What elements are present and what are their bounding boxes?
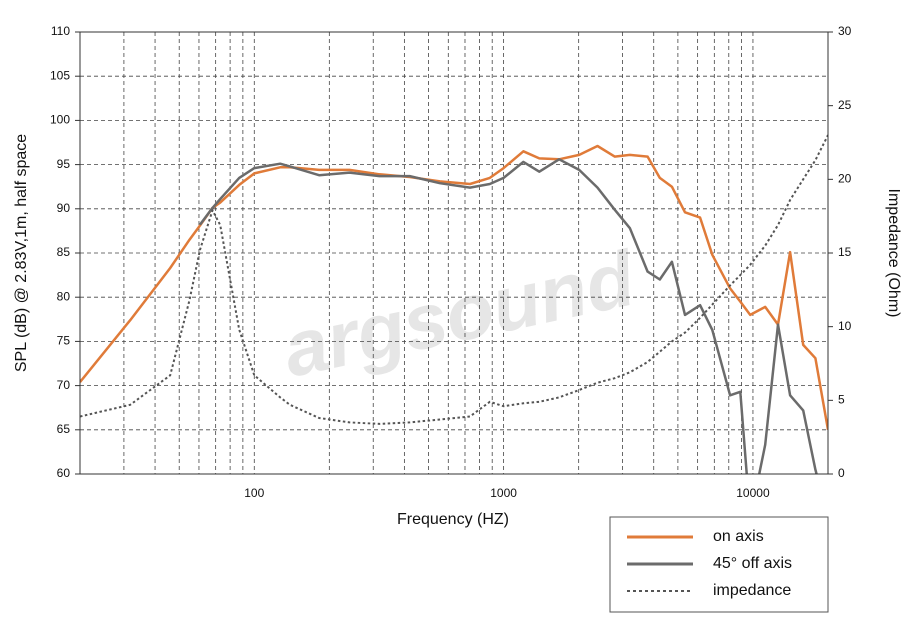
x-axis-title: Frequency (HZ) — [397, 511, 509, 528]
series-line — [198, 158, 818, 474]
legend-label: impedance — [713, 582, 791, 599]
y-tick-label: 100 — [50, 113, 70, 127]
y2-tick-label: 0 — [838, 466, 845, 480]
x-tick-label: 10000 — [736, 486, 770, 500]
legend-label: on axis — [713, 528, 764, 545]
y-tick-label: 80 — [57, 289, 71, 303]
y-tick-label: 70 — [57, 378, 71, 392]
y-tick-label: 60 — [57, 466, 71, 480]
plot-frame — [79, 31, 829, 475]
y-tick-label: 105 — [50, 68, 70, 82]
y2-tick-label: 10 — [838, 319, 852, 333]
series-line — [80, 134, 828, 425]
series-line — [80, 144, 828, 431]
y2-tick-label: 20 — [838, 172, 852, 186]
y-tick-label: 85 — [57, 245, 71, 259]
watermark: argsound — [276, 233, 643, 393]
y-tick-label: 75 — [57, 334, 71, 348]
y-tick-label: 95 — [57, 157, 71, 171]
y-tick-label: 110 — [51, 24, 70, 38]
y2-tick-label: 5 — [838, 393, 845, 407]
y2-axis-title: Impedance (Ohm) — [885, 189, 902, 318]
y2-tick-label: 25 — [838, 98, 852, 112]
y-tick-label: 65 — [57, 422, 71, 436]
y-tick-label: 90 — [57, 201, 71, 215]
x-tick-label: 1000 — [490, 486, 517, 500]
x-tick-label: 100 — [244, 486, 264, 500]
legend-label: 45° off axis — [713, 555, 792, 572]
y2-tick-label: 15 — [838, 245, 852, 259]
y-axis-title: SPL (dB) @ 2.83V,1m, half space — [13, 134, 30, 372]
y2-tick-label: 30 — [838, 24, 852, 38]
